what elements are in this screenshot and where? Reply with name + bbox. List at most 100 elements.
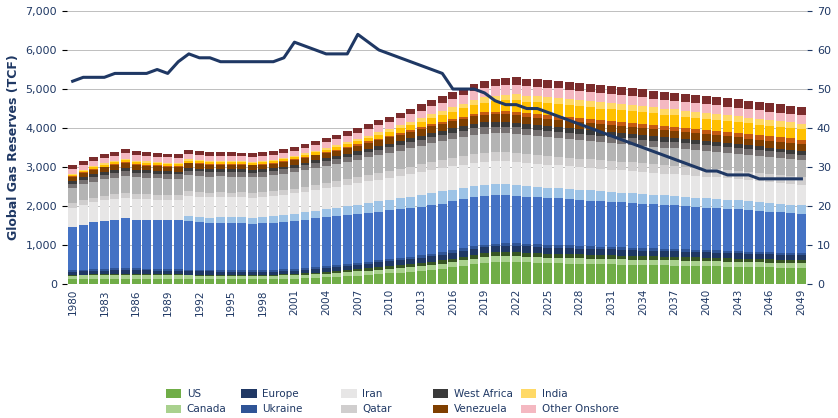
Bar <box>512 249 520 252</box>
Bar <box>649 173 658 195</box>
Bar <box>575 264 584 284</box>
Bar <box>184 175 194 191</box>
Bar <box>195 164 204 168</box>
Bar <box>216 165 225 169</box>
Bar <box>533 125 542 130</box>
Bar <box>173 220 183 269</box>
Bar <box>691 118 701 129</box>
Bar <box>776 260 784 263</box>
Bar <box>512 127 520 134</box>
Bar <box>670 131 679 138</box>
Bar <box>639 172 648 194</box>
Bar <box>184 161 194 163</box>
Bar <box>490 152 499 161</box>
Bar <box>597 255 605 259</box>
Bar <box>522 186 531 197</box>
Bar <box>184 270 194 271</box>
Bar <box>586 123 595 130</box>
Bar <box>301 166 309 170</box>
Bar <box>628 203 637 247</box>
Bar <box>279 190 288 195</box>
Bar <box>237 165 246 169</box>
Bar <box>691 112 701 118</box>
Bar <box>226 223 235 270</box>
Bar <box>533 244 542 247</box>
Bar <box>226 172 235 176</box>
Bar <box>375 135 384 139</box>
Bar <box>343 215 352 264</box>
Bar <box>607 110 616 121</box>
Bar <box>343 157 352 162</box>
Bar <box>797 253 806 255</box>
Bar <box>459 199 468 248</box>
Bar <box>111 268 119 270</box>
Bar <box>448 139 458 158</box>
Bar <box>776 252 784 255</box>
Bar <box>163 164 172 166</box>
Bar <box>575 158 584 167</box>
Bar <box>501 100 510 111</box>
Bar <box>755 156 763 173</box>
Bar <box>702 145 711 151</box>
Bar <box>427 124 437 126</box>
Bar <box>597 249 605 252</box>
Bar <box>132 275 141 279</box>
Bar <box>385 269 394 273</box>
Bar <box>301 153 309 155</box>
Bar <box>554 157 563 166</box>
Bar <box>279 275 288 279</box>
Bar <box>406 259 415 262</box>
Bar <box>723 107 732 115</box>
Bar <box>90 202 98 222</box>
Bar <box>575 246 584 249</box>
Bar <box>691 207 701 250</box>
Bar <box>90 269 98 271</box>
Bar <box>691 257 701 261</box>
Bar <box>406 264 415 267</box>
Bar <box>406 138 415 143</box>
Bar <box>427 126 437 133</box>
Bar <box>522 86 531 95</box>
Bar <box>733 209 742 251</box>
Bar <box>354 160 362 177</box>
Bar <box>90 158 98 161</box>
Bar <box>522 135 531 154</box>
Bar <box>248 276 256 279</box>
Bar <box>100 179 109 196</box>
Bar <box>258 162 267 164</box>
Bar <box>121 268 130 270</box>
Bar <box>607 252 616 255</box>
Bar <box>522 246 531 250</box>
Bar <box>163 163 172 164</box>
Bar <box>765 257 774 260</box>
Bar <box>797 205 806 214</box>
Bar <box>797 160 806 177</box>
Bar <box>290 160 299 165</box>
Bar <box>311 271 320 273</box>
Bar <box>269 279 278 284</box>
Bar <box>680 149 690 167</box>
Bar <box>111 178 119 194</box>
Bar <box>375 201 384 212</box>
Bar <box>343 144 352 147</box>
Bar <box>565 264 573 284</box>
Bar <box>744 252 753 254</box>
Bar <box>343 153 352 157</box>
Bar <box>258 279 267 284</box>
Bar <box>712 114 722 120</box>
Bar <box>290 156 299 157</box>
Bar <box>469 259 478 264</box>
Bar <box>490 96 499 101</box>
Bar <box>680 206 690 250</box>
Bar <box>469 114 478 116</box>
Bar <box>364 264 373 266</box>
Bar <box>522 244 531 246</box>
Bar <box>100 221 109 269</box>
Bar <box>618 126 626 133</box>
Bar <box>195 155 204 160</box>
Bar <box>639 260 648 265</box>
Bar <box>258 223 267 270</box>
Bar <box>522 102 531 113</box>
Bar <box>385 259 394 261</box>
Bar <box>322 152 331 153</box>
